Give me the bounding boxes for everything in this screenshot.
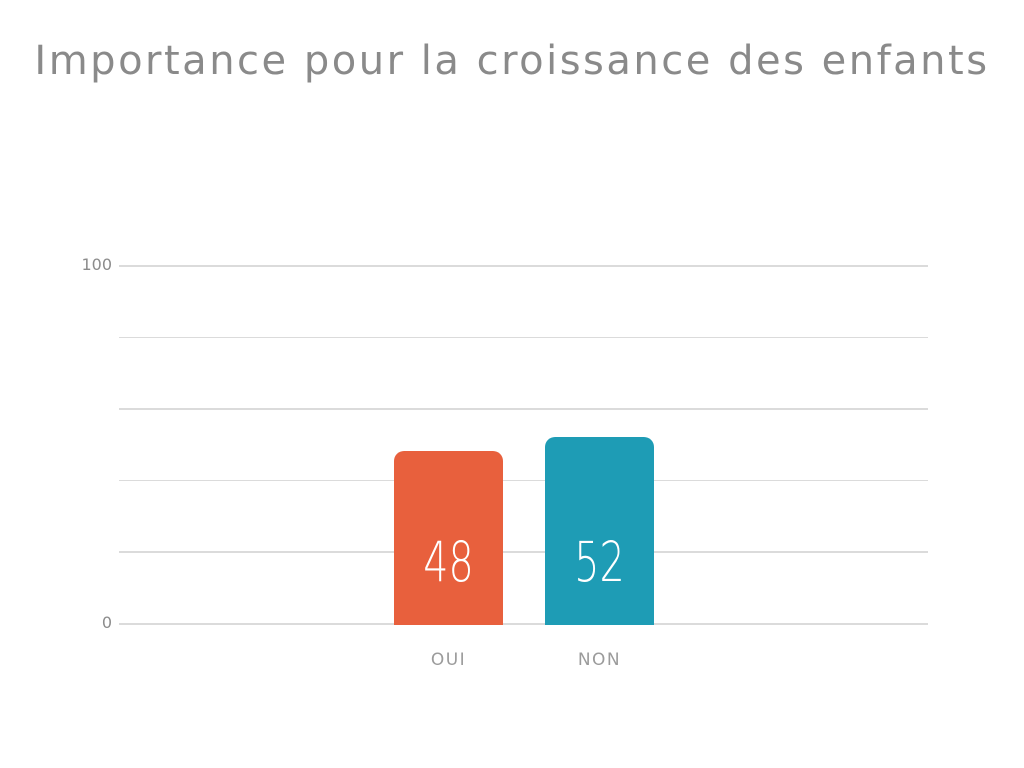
y-axis-tick-100: 100 [81, 255, 112, 274]
gridline-100 [119, 265, 928, 267]
y-axis-tick-0: 0 [101, 613, 112, 632]
bar-value-label-oui: 48 [423, 530, 474, 594]
chart-title: Importance pour la croissance des enfant… [34, 38, 990, 84]
category-label-oui: OUI [430, 650, 467, 670]
bar-non [545, 436, 654, 625]
bar-oui [394, 451, 503, 625]
gridline-60 [119, 408, 928, 410]
bar-value-label-non: 52 [574, 530, 625, 594]
gridline-40 [119, 479, 928, 482]
gridline-0 [119, 623, 928, 625]
gridline-20 [119, 551, 928, 553]
gridline-80 [119, 336, 928, 339]
category-label-non: NON [577, 650, 622, 670]
